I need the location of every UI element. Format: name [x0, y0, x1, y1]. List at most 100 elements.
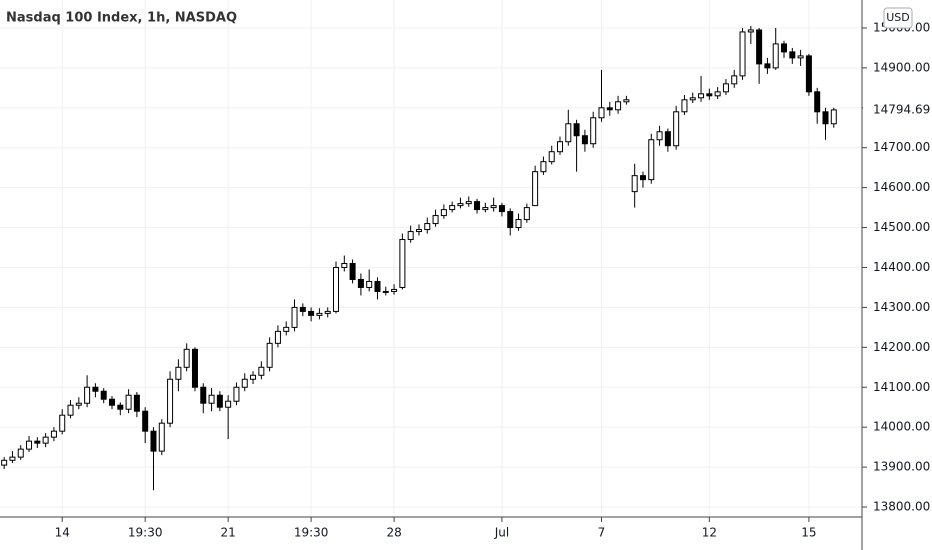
candle-body — [714, 91, 721, 97]
candle-body — [482, 207, 489, 211]
currency-badge[interactable] — [883, 7, 913, 29]
y-tick-label: 14600.00 — [873, 180, 930, 194]
candle-body — [333, 266, 340, 312]
candle-body — [573, 123, 580, 137]
candle-body — [357, 278, 364, 288]
currency-label: USD — [886, 11, 910, 24]
candle-body — [167, 378, 174, 424]
candle-body — [797, 55, 804, 59]
candle-body — [316, 312, 323, 316]
axes: 13800.00 13900.00 14000.00 14100.00 14200.00… — [55, 20, 932, 540]
candle-body — [9, 456, 16, 461]
candle-body — [258, 366, 265, 376]
candle-body — [349, 262, 356, 280]
y-tick-label: 14300.00 — [873, 300, 930, 314]
candle-body — [440, 209, 447, 217]
candle-body — [424, 223, 431, 231]
candle-body — [415, 229, 422, 233]
candle-body — [225, 400, 232, 408]
y-tick-label: 13800.00 — [873, 500, 930, 514]
candle-body — [515, 219, 522, 229]
candle-body — [747, 29, 754, 33]
candle-body — [673, 111, 680, 147]
candle-body — [183, 348, 190, 368]
candle-body — [731, 75, 738, 85]
y-tick-label: 14700.00 — [873, 140, 930, 154]
candle-body — [814, 91, 821, 113]
candle-body — [698, 93, 705, 99]
x-tick-label: 14 — [55, 526, 70, 540]
candle-body — [274, 330, 281, 344]
candle-body — [648, 139, 655, 181]
candle-body — [656, 131, 663, 141]
candle-body — [756, 29, 763, 65]
candle-body — [822, 111, 829, 125]
y-tick-label: 13900.00 — [873, 460, 930, 474]
candle-body — [50, 430, 57, 438]
candle-body — [308, 310, 315, 316]
candle-body — [125, 394, 132, 410]
candle-body — [382, 290, 389, 293]
candle-body — [631, 175, 638, 193]
candle-body — [523, 207, 530, 221]
candle-body — [565, 123, 572, 143]
candle-body — [250, 374, 257, 380]
candle-body — [474, 201, 481, 211]
chart-title: Nasdaq 100 Index, 1h, NASDAQ — [6, 11, 237, 26]
candle-body — [689, 97, 696, 101]
candle-body — [26, 440, 33, 450]
candle-body — [548, 151, 555, 163]
candle-body — [772, 43, 779, 69]
candle-body — [664, 131, 671, 147]
candle-body — [324, 310, 331, 314]
candle-body — [540, 161, 547, 173]
candle-body — [457, 203, 464, 207]
y-tick-label: 14900.00 — [873, 60, 930, 74]
candle-body — [291, 306, 298, 328]
candle-body — [830, 109, 837, 125]
candle-body — [208, 394, 215, 404]
x-tick-label: 28 — [386, 526, 401, 540]
candle-body — [1, 459, 8, 466]
candle-body — [374, 280, 381, 292]
candle-body — [681, 99, 688, 113]
candle-body — [498, 205, 505, 213]
candle-body — [109, 398, 116, 406]
candle-body — [781, 43, 788, 53]
last-price-label: 14794.69 — [873, 102, 930, 116]
candle-body — [117, 404, 124, 410]
x-tick-label: 15 — [801, 526, 816, 540]
candle-body — [42, 436, 49, 444]
x-tick-label: 19:30 — [128, 526, 163, 540]
x-tick-label: 19:30 — [294, 526, 329, 540]
candle-body — [590, 117, 597, 145]
candle-body — [299, 306, 306, 312]
candle-body — [532, 171, 539, 207]
candle-body — [739, 31, 746, 77]
candle-body — [59, 414, 66, 432]
candle-body — [399, 239, 406, 288]
candle-body — [34, 440, 41, 444]
y-tick-label: 14000.00 — [873, 420, 930, 434]
candles — [1, 25, 837, 491]
candle-body — [67, 404, 74, 416]
candle-body — [158, 422, 165, 452]
candle-body — [449, 205, 456, 211]
candle-body — [432, 215, 439, 225]
candle-body — [805, 55, 812, 93]
candle-body — [241, 378, 248, 388]
candle-body — [490, 205, 497, 209]
candle-body — [706, 93, 713, 97]
candle-body — [407, 231, 414, 241]
last-price-box — [863, 100, 932, 119]
candle-body — [216, 394, 223, 408]
candle-body — [100, 390, 107, 400]
candle-body — [789, 51, 796, 59]
candle-body — [557, 141, 564, 153]
x-tick-label: 12 — [702, 526, 717, 540]
candle-body — [606, 107, 613, 111]
candle-body — [200, 386, 207, 404]
candle-body — [391, 288, 398, 292]
